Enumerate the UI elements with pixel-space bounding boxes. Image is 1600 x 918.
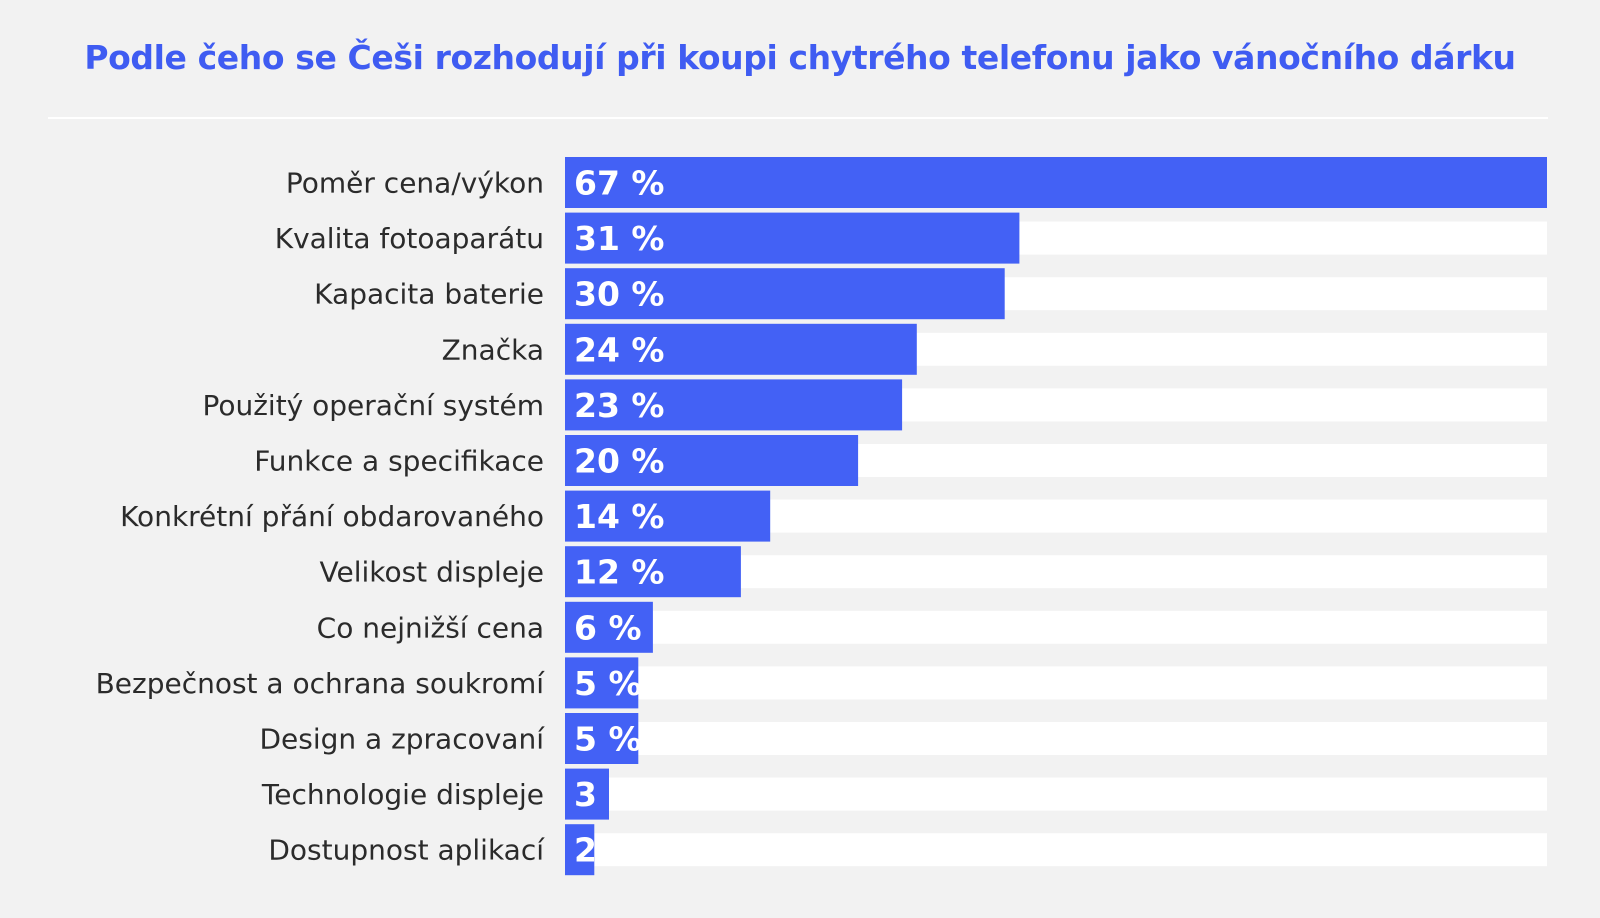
category-label: Design a zpracovaní xyxy=(259,723,545,756)
bar-track xyxy=(565,777,1547,811)
bar xyxy=(565,601,653,653)
bar xyxy=(565,490,771,542)
value-label: 5 % xyxy=(574,720,642,759)
value-label: 67 % xyxy=(574,164,664,203)
bar xyxy=(565,713,639,764)
value-label: 14 % xyxy=(574,497,664,536)
title-divider xyxy=(48,117,1548,119)
chart-title: Podle čeho se Češi rozhodují při koupi c… xyxy=(84,38,1516,77)
value-label: 31 % xyxy=(574,219,664,258)
value-label: 30 % xyxy=(574,275,664,314)
category-label: Kapacita baterie xyxy=(314,278,544,311)
value-label: 20 % xyxy=(574,442,664,481)
value-label: 23 % xyxy=(574,386,664,425)
category-label: Velikost displeje xyxy=(319,556,544,589)
category-label: Konkrétní přání obdarovaného xyxy=(120,500,544,533)
bar xyxy=(565,157,1547,208)
bar-track xyxy=(565,610,1547,644)
value-label: 2 % xyxy=(574,831,642,870)
value-label: 5 % xyxy=(574,664,642,703)
value-label: 6 % xyxy=(574,608,642,647)
bar xyxy=(565,435,859,486)
category-label: Poměr cena/výkon xyxy=(286,167,544,200)
category-label: Bezpečnost a ochrana soukromí xyxy=(96,667,546,700)
bar xyxy=(565,824,595,876)
bar xyxy=(565,379,903,431)
bar xyxy=(565,768,609,820)
category-label: Co nejnižší cena xyxy=(317,611,544,644)
value-label: 3 % xyxy=(574,775,642,814)
bar-track xyxy=(565,722,1547,755)
value-label: 24 % xyxy=(574,330,664,369)
category-label: Funkce a specifikace xyxy=(254,445,544,478)
bar xyxy=(565,268,1005,320)
category-label: Dostupnost aplikací xyxy=(268,834,545,867)
category-label: Kvalita fotoaparátu xyxy=(275,222,544,255)
bar-track xyxy=(565,833,1547,867)
bar xyxy=(565,546,741,598)
category-label: Technologie displeje xyxy=(261,778,544,811)
bar xyxy=(565,212,1020,264)
category-label: Značka xyxy=(442,333,544,366)
bar-track xyxy=(565,666,1547,700)
bar xyxy=(565,657,639,709)
category-label: Použitý operační systém xyxy=(202,389,544,422)
value-label: 12 % xyxy=(574,553,664,592)
bar xyxy=(565,323,917,375)
